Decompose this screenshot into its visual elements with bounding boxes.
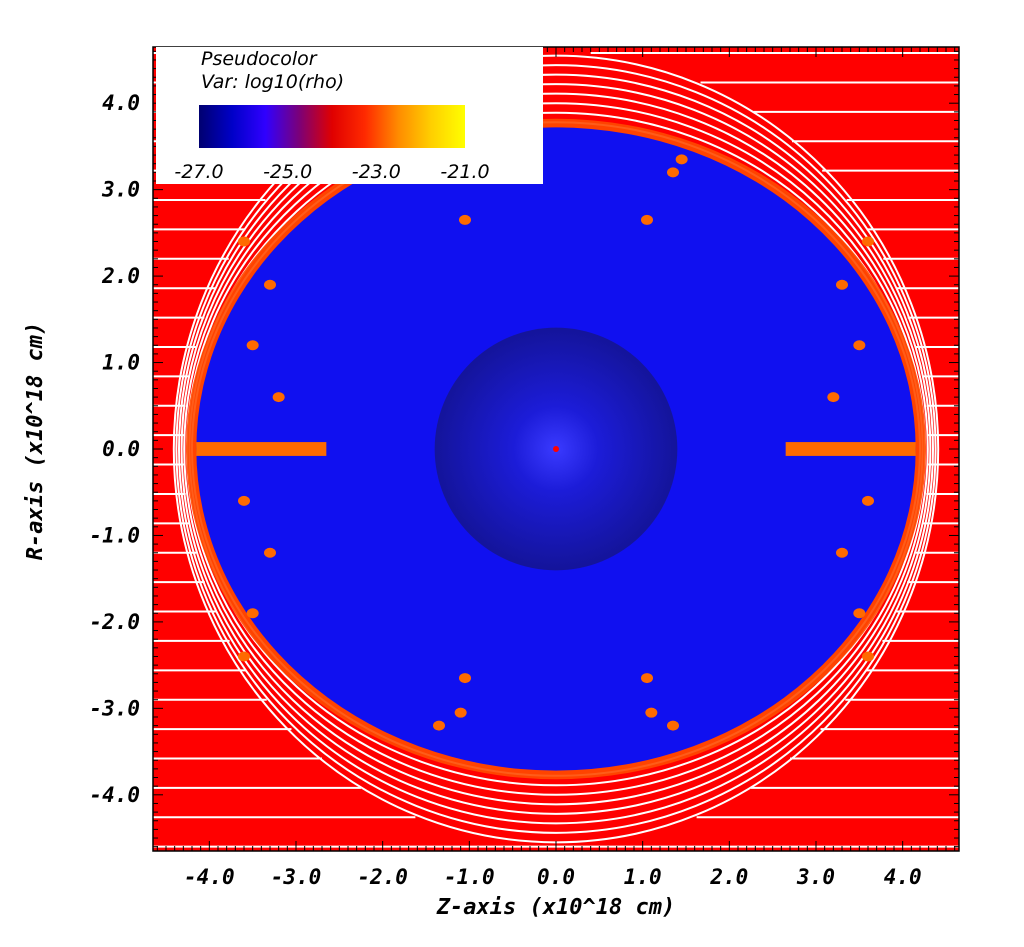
y-axis-title: R-axis (x10^18 cm) <box>23 322 48 560</box>
colorbar-tick-label: -21.0 <box>440 161 489 183</box>
clump <box>675 154 688 165</box>
clump <box>641 214 653 225</box>
legend-variable: Var: log10(rho) <box>201 71 344 93</box>
colorbar <box>199 105 465 148</box>
axial-jet <box>785 442 916 456</box>
density-contours <box>153 52 959 848</box>
y-tick-label: -4.0 <box>89 783 140 807</box>
legend-plot-kind: Pseudocolor <box>201 48 318 70</box>
x-tick-label: 4.0 <box>884 865 922 889</box>
y-tick-label: -2.0 <box>89 610 140 634</box>
x-tick-label: 2.0 <box>709 865 748 889</box>
plot-area <box>153 47 959 851</box>
clump <box>853 608 866 619</box>
clump <box>459 673 471 684</box>
clump <box>433 720 445 731</box>
y-tick-label: -3.0 <box>89 696 140 720</box>
x-tick-label: 0.0 <box>537 865 575 889</box>
clump <box>454 707 467 718</box>
shell-contour <box>180 83 932 815</box>
clump <box>862 651 874 662</box>
legend: Pseudocolor Var: log10(rho) -27.0 -25.0 -2… <box>156 47 543 184</box>
x-tick-labels: -4.0 -3.0 -2.0 -1.0 0.0 1.0 2.0 3.0 4.0 <box>184 865 922 889</box>
clump <box>827 392 840 403</box>
colorbar-tick-label: -25.0 <box>263 161 312 183</box>
central-source <box>553 446 559 452</box>
clump <box>238 236 250 247</box>
clump <box>264 279 276 290</box>
clump <box>853 340 866 351</box>
x-tick-label: 3.0 <box>796 865 835 889</box>
y-tick-label: -1.0 <box>89 523 140 547</box>
y-tick-label: 0.0 <box>102 437 140 461</box>
clump <box>238 651 250 662</box>
clump <box>272 392 285 403</box>
colorbar-tick-label: -23.0 <box>352 161 401 183</box>
clump <box>836 279 848 290</box>
y-tick-label: 1.0 <box>102 351 140 375</box>
shell-contour <box>183 92 929 806</box>
clump <box>246 340 259 351</box>
clump <box>264 547 276 558</box>
x-tick-label: -1.0 <box>444 865 495 889</box>
clump <box>667 720 679 731</box>
clump <box>459 214 471 225</box>
shell-contour <box>175 64 937 834</box>
clump <box>667 167 679 178</box>
axial-jet <box>196 442 327 456</box>
x-tick-label: -2.0 <box>357 865 408 889</box>
y-tick-label: 3.0 <box>101 178 140 202</box>
clump <box>836 547 848 558</box>
shell-contour <box>178 73 934 825</box>
colorbar-tick-labels: -27.0 -25.0 -23.0 -21.0 <box>174 161 489 183</box>
x-tick-label: -4.0 <box>184 865 235 889</box>
y-tick-label: 4.0 <box>102 91 140 115</box>
colorbar-tick-label: -27.0 <box>174 161 223 183</box>
y-tick-labels: 4.0 3.0 2.0 1.0 0.0 -1.0 -2.0 -3.0 -4.0 <box>89 91 140 807</box>
clump <box>246 608 259 619</box>
x-tick-label: 1.0 <box>624 865 662 889</box>
clump <box>238 495 250 506</box>
clump <box>641 673 653 684</box>
y-tick-label: 2.0 <box>101 264 140 288</box>
clump <box>645 707 658 718</box>
instability-clumps <box>196 154 916 731</box>
x-tick-label: -3.0 <box>271 865 322 889</box>
clump <box>862 495 874 506</box>
x-axis-title: Z-axis (x10^18 cm) <box>436 895 675 920</box>
clump <box>862 236 874 247</box>
